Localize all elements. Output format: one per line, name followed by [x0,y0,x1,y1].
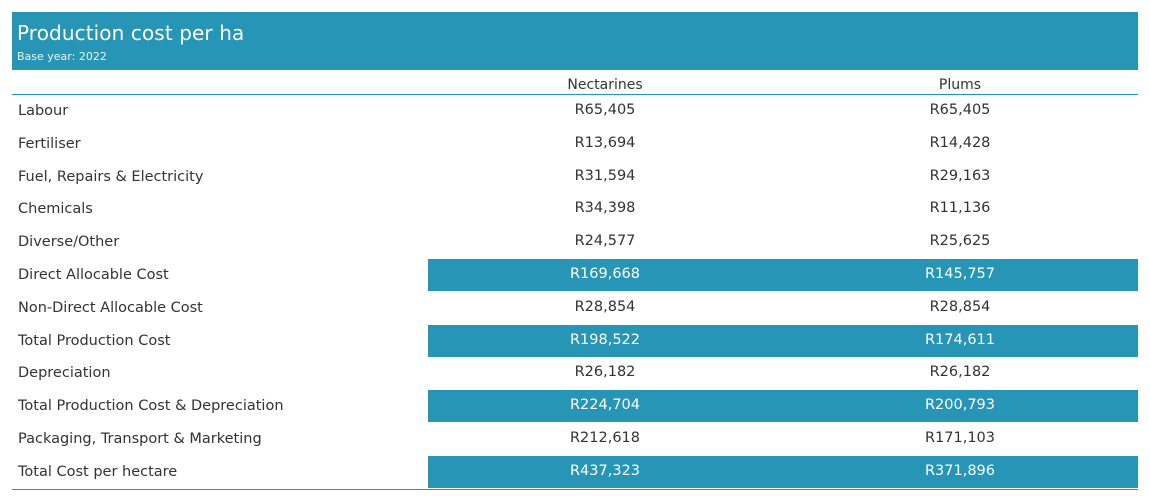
table-row[interactable]: Diverse/Other R24,577 R25,625 [12,226,1138,259]
row-label: Total Production Cost [18,332,171,349]
table-row[interactable]: Packaging, Transport & Marketing R212,618… [12,423,1138,456]
plums-value[interactable]: R11,136 [929,200,991,217]
plums-value[interactable]: R371,896 [924,462,996,479]
page-title: Production cost per ha [17,21,245,45]
table-row[interactable]: Total Production Cost & Depreciation R224… [12,390,1138,423]
table-row[interactable]: Total Cost per hectare R437,323 R371,896 [12,455,1138,490]
table-header: Production cost per ha Base year: 2022 [12,12,1138,70]
row-label: Total Production Cost & Depreciation [18,398,284,415]
plums-value[interactable]: R200,793 [924,397,996,414]
table-row[interactable]: Depreciation R26,182 R26,182 [12,357,1138,390]
row-label: Fertiliser [18,135,81,152]
row-label: Depreciation [18,365,111,382]
cost-rows: Labour R65,405 R65,405 Fertiliser R13,694 R14… [12,95,1138,490]
highlight-band [428,258,1138,291]
plums-value[interactable]: R29,163 [929,167,991,184]
nectarines-value[interactable]: R13,694 [574,134,636,151]
table-row[interactable]: Chemicals R34,398 R11,136 [12,193,1138,226]
nectarines-value[interactable]: R24,577 [574,233,636,250]
row-label: Non-Direct Allocable Cost [18,299,203,316]
table-row[interactable]: Fertiliser R13,694 R14,428 [12,128,1138,161]
column-header-plums[interactable]: Plums [938,77,982,93]
table-row[interactable]: Fuel, Repairs & Electricity R31,594 R29,16… [12,161,1138,194]
nectarines-value[interactable]: R224,704 [569,397,641,414]
column-header-nectarines[interactable]: Nectarines [567,77,643,93]
nectarines-value[interactable]: R65,405 [574,102,636,118]
row-label: Chemicals [18,201,93,218]
table-row[interactable]: Direct Allocable Cost R169,668 R145,757 [12,258,1138,292]
column-headers: Nectarines Plums [12,70,1138,95]
table-row[interactable]: Non-Direct Allocable Cost R28,854 R28,854 [12,292,1138,325]
nectarines-value[interactable]: R169,668 [569,265,641,282]
table-row[interactable]: Total Production Cost R198,522 R174,611 [12,324,1138,358]
cost-table-panel: Production cost per ha Base year: 2022 N… [12,12,1138,490]
highlight-band [428,390,1138,423]
row-label: Direct Allocable Cost [18,266,169,283]
base-year-subtitle: Base year: 2022 [17,50,107,63]
nectarines-value[interactable]: R198,522 [569,331,641,348]
plums-value[interactable]: R25,625 [929,233,991,250]
row-label: Diverse/Other [18,234,120,251]
nectarines-value[interactable]: R26,182 [574,364,636,381]
highlight-band [428,455,1138,488]
nectarines-value[interactable]: R437,323 [569,462,641,479]
nectarines-value[interactable]: R212,618 [569,429,641,446]
nectarines-value[interactable]: R34,398 [574,200,636,217]
row-label: Total Cost per hectare [18,463,178,480]
plums-value[interactable]: R174,611 [924,331,996,348]
nectarines-value[interactable]: R31,594 [574,167,636,184]
plums-value[interactable]: R65,405 [929,102,991,118]
plums-value[interactable]: R28,854 [929,298,991,315]
highlight-band [428,324,1138,357]
row-label: Labour [18,103,69,119]
row-label: Packaging, Transport & Marketing [18,430,262,447]
plums-value[interactable]: R145,757 [924,265,996,282]
plums-value[interactable]: R26,182 [929,364,991,381]
table-row[interactable]: Labour R65,405 R65,405 [12,95,1138,128]
nectarines-value[interactable]: R28,854 [574,298,636,315]
plums-value[interactable]: R14,428 [929,134,991,151]
row-label: Fuel, Repairs & Electricity [18,168,204,185]
plums-value[interactable]: R171,103 [924,429,996,446]
